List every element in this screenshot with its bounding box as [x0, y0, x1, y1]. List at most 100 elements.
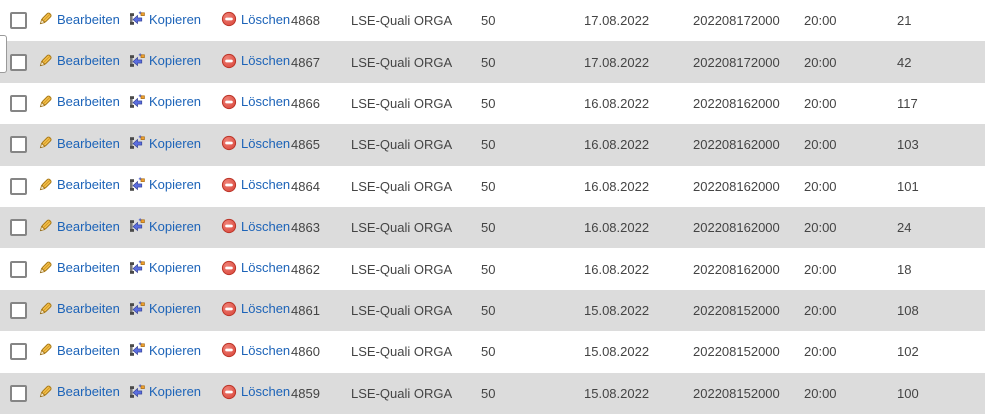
row-name: LSE-Quali ORGA — [351, 178, 453, 194]
row-id: 4866 — [291, 95, 320, 111]
row-checkbox[interactable] — [10, 384, 27, 402]
edit-link-label: Bearbeiten — [57, 218, 120, 234]
row-quantity: 50 — [481, 13, 496, 29]
copy-insert-icon — [129, 342, 145, 358]
row-count: 108 — [897, 302, 919, 318]
copy-link[interactable]: Kopieren — [129, 135, 201, 151]
edit-link[interactable]: Bearbeiten — [37, 384, 120, 400]
row-name: LSE-Quali ORGA — [351, 54, 453, 70]
copy-insert-icon — [129, 301, 145, 317]
edit-link[interactable]: Bearbeiten — [37, 11, 120, 27]
edit-link[interactable]: Bearbeiten — [37, 177, 120, 193]
delete-link[interactable]: Löschen — [221, 384, 290, 400]
row-time: 20:00 — [804, 261, 837, 277]
row-datetime-code: 202208162000 — [693, 261, 780, 277]
stop-circle-icon — [221, 53, 237, 69]
table-row: Bearbeiten — [0, 372, 985, 414]
row-checkbox-cell — [0, 136, 27, 154]
row-checkbox-cell — [0, 260, 27, 278]
row-id: 4859 — [291, 385, 320, 401]
row-time: 20:00 — [804, 385, 837, 401]
row-edit-cell: Bearbeiten — [27, 301, 127, 320]
copy-insert-icon — [129, 218, 145, 234]
copy-link[interactable]: Kopieren — [129, 52, 201, 69]
row-quantity: 50 — [481, 178, 496, 194]
row-count: 42 — [897, 54, 912, 70]
delete-link[interactable]: Löschen — [221, 177, 290, 193]
delete-link-label: Löschen — [241, 94, 290, 110]
row-datetime-code: 202208162000 — [693, 137, 780, 153]
edit-link[interactable]: Bearbeiten — [37, 135, 120, 151]
row-time: 20:00 — [804, 220, 837, 236]
row-checkbox[interactable] — [10, 177, 27, 195]
row-checkbox[interactable] — [10, 301, 27, 319]
row-delete-cell: Löschen — [219, 94, 290, 113]
row-delete-cell: Löschen — [219, 384, 290, 403]
delete-link[interactable]: Löschen — [221, 53, 290, 69]
edit-link[interactable]: Bearbeiten — [37, 218, 120, 234]
edit-link-label: Bearbeiten — [57, 342, 120, 358]
copy-link[interactable]: Kopieren — [129, 259, 201, 276]
edit-link[interactable]: Bearbeiten — [37, 53, 120, 69]
pencil-icon — [37, 177, 53, 193]
row-quantity: 50 — [481, 95, 496, 111]
row-id: 4861 — [291, 302, 320, 318]
row-checkbox-cell — [0, 177, 27, 195]
copy-link[interactable]: Kopieren — [129, 342, 201, 358]
copy-link[interactable]: Kopieren — [129, 384, 201, 400]
row-checkbox-cell — [0, 53, 27, 71]
copy-link[interactable]: Kopieren — [129, 11, 201, 27]
delete-link[interactable]: Löschen — [221, 11, 290, 27]
copy-link-label: Kopieren — [149, 11, 202, 27]
row-checkbox[interactable] — [10, 343, 27, 361]
row-count: 100 — [897, 385, 919, 401]
row-checkbox[interactable] — [10, 136, 27, 154]
edit-link[interactable]: Bearbeiten — [37, 342, 120, 358]
row-delete-cell: Löschen — [219, 11, 290, 30]
row-edit-cell: Bearbeiten — [27, 135, 127, 154]
copy-link[interactable]: Kopieren — [129, 177, 201, 193]
delete-link-label: Löschen — [241, 260, 290, 276]
row-checkbox-cell — [0, 343, 27, 361]
row-checkbox[interactable] — [10, 53, 27, 71]
delete-link[interactable]: Löschen — [221, 218, 290, 234]
row-delete-cell: Löschen — [219, 301, 290, 320]
delete-link[interactable]: Löschen — [221, 135, 290, 151]
copy-link[interactable]: Kopieren — [129, 218, 201, 234]
row-checkbox[interactable] — [10, 260, 27, 278]
row-quantity: 50 — [481, 261, 496, 277]
edit-link[interactable]: Bearbeiten — [37, 94, 120, 110]
delete-link[interactable]: Löschen — [221, 301, 290, 317]
row-edit-cell: Bearbeiten — [27, 260, 127, 279]
pencil-icon — [37, 53, 53, 69]
row-delete-cell: Löschen — [219, 135, 290, 154]
row-edit-cell: Bearbeiten — [27, 218, 127, 237]
delete-link[interactable]: Löschen — [221, 260, 290, 276]
row-checkbox[interactable] — [10, 12, 27, 30]
copy-insert-icon — [129, 384, 145, 400]
row-copy-cell: Kopieren — [127, 177, 219, 196]
copy-link-label: Kopieren — [149, 135, 202, 151]
row-checkbox[interactable] — [10, 94, 27, 112]
row-edit-cell: Bearbeiten — [27, 11, 127, 30]
copy-link[interactable]: Kopieren — [129, 301, 201, 317]
delete-link-label: Löschen — [241, 384, 290, 400]
edit-link-label: Bearbeiten — [57, 260, 120, 276]
copy-link[interactable]: Kopieren — [129, 94, 201, 110]
copy-insert-icon — [129, 135, 145, 151]
delete-link[interactable]: Löschen — [221, 94, 290, 110]
copy-link-label: Kopieren — [149, 177, 202, 193]
delete-link[interactable]: Löschen — [221, 342, 290, 358]
row-edit-cell: Bearbeiten — [27, 94, 127, 113]
delete-link-label: Löschen — [241, 342, 290, 358]
row-checkbox[interactable] — [10, 219, 27, 237]
edit-link[interactable]: Bearbeiten — [37, 260, 120, 276]
row-time: 20:00 — [804, 95, 837, 111]
table-row: Bearbeiten — [0, 331, 985, 373]
edit-link[interactable]: Bearbeiten — [37, 301, 120, 317]
row-date: 15.08.2022 — [584, 385, 650, 401]
row-count: 102 — [897, 344, 919, 360]
row-name: LSE-Quali ORGA — [351, 13, 453, 29]
row-name: LSE-Quali ORGA — [351, 95, 453, 111]
